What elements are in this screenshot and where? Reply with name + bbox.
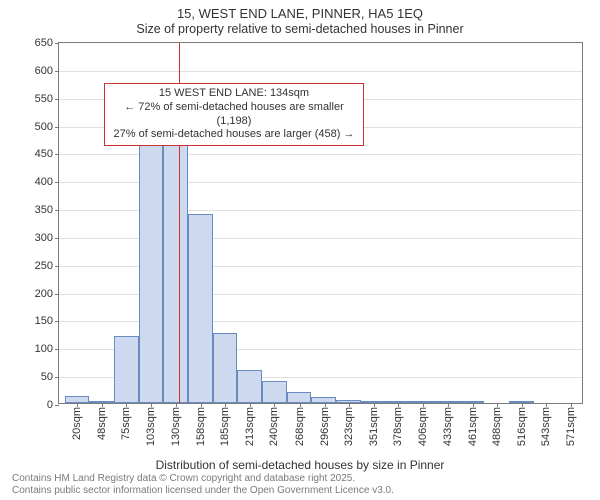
y-tick-mark (55, 71, 59, 72)
annotation-line: ← 72% of semi-detached houses are smalle… (111, 101, 357, 129)
x-tick-label: 543sqm (540, 407, 552, 446)
x-tick-label: 48sqm (96, 407, 108, 440)
histogram-bar (188, 214, 213, 403)
gridline (59, 182, 582, 183)
plot-area: 0501001502002503003504004505005506006502… (58, 42, 583, 404)
y-tick-label: 500 (35, 121, 53, 133)
x-tick-label: 213sqm (244, 407, 256, 446)
histogram-bar (385, 401, 410, 403)
histogram-bar (139, 130, 164, 403)
annotation-box: 15 WEST END LANE: 134sqm← 72% of semi-de… (104, 83, 364, 146)
x-tick-label: 185sqm (219, 407, 231, 446)
y-tick-label: 400 (35, 176, 53, 188)
footnote: Contains HM Land Registry data © Crown c… (12, 473, 394, 497)
y-tick-label: 600 (35, 65, 53, 77)
chart-subtitle: Size of property relative to semi-detach… (0, 22, 600, 36)
x-tick-label: 20sqm (71, 407, 83, 440)
histogram-bar (459, 401, 484, 403)
histogram-bar (311, 397, 336, 403)
x-tick-label: 158sqm (195, 407, 207, 446)
histogram-bar (89, 401, 114, 403)
y-tick-mark (55, 321, 59, 322)
annotation-line: 15 WEST END LANE: 134sqm (111, 87, 357, 101)
x-tick-label: 103sqm (145, 407, 157, 446)
y-tick-label: 350 (35, 204, 53, 216)
gridline (59, 266, 582, 267)
x-tick-label: 351sqm (368, 407, 380, 446)
y-tick-label: 250 (35, 260, 53, 272)
y-tick-label: 300 (35, 232, 53, 244)
gridline (59, 294, 582, 295)
y-tick-label: 150 (35, 315, 53, 327)
chart-title: 15, WEST END LANE, PINNER, HA5 1EQ (0, 6, 600, 21)
histogram-bar (361, 401, 386, 403)
histogram-bar (287, 392, 312, 403)
y-tick-label: 0 (47, 399, 53, 411)
y-tick-mark (55, 182, 59, 183)
y-tick-mark (55, 405, 59, 406)
x-tick-label: 75sqm (120, 407, 132, 440)
y-tick-mark (55, 377, 59, 378)
x-tick-label: 268sqm (294, 407, 306, 446)
histogram-bar (336, 400, 361, 403)
footnote-line: Contains public sector information licen… (12, 485, 394, 497)
x-tick-label: 240sqm (268, 407, 280, 446)
histogram-bar (262, 381, 287, 403)
histogram-bar (435, 401, 460, 403)
x-tick-label: 130sqm (170, 407, 182, 446)
x-tick-label: 378sqm (392, 407, 404, 446)
footnote-line: Contains HM Land Registry data © Crown c… (12, 473, 394, 485)
x-tick-label: 406sqm (417, 407, 429, 446)
y-tick-mark (55, 127, 59, 128)
histogram-bar (410, 401, 435, 403)
y-tick-label: 650 (35, 37, 53, 49)
y-tick-label: 50 (41, 371, 53, 383)
histogram-bar (237, 370, 262, 403)
y-tick-mark (55, 238, 59, 239)
y-tick-mark (55, 349, 59, 350)
x-tick-label: 488sqm (491, 407, 503, 446)
y-tick-mark (55, 210, 59, 211)
annotation-line: 27% of semi-detached houses are larger (… (111, 128, 357, 142)
gridline (59, 71, 582, 72)
x-tick-label: 323sqm (343, 407, 355, 446)
x-tick-label: 461sqm (467, 407, 479, 446)
y-tick-label: 550 (35, 93, 53, 105)
histogram-bar (509, 401, 534, 403)
y-tick-mark (55, 154, 59, 155)
y-tick-mark (55, 43, 59, 44)
x-tick-label: 296sqm (319, 407, 331, 446)
y-tick-mark (55, 266, 59, 267)
histogram-bar (114, 336, 139, 403)
y-tick-label: 100 (35, 343, 53, 355)
histogram-bar (65, 396, 90, 403)
gridline (59, 210, 582, 211)
y-tick-mark (55, 294, 59, 295)
x-axis-label: Distribution of semi-detached houses by … (0, 458, 600, 472)
x-tick-label: 433sqm (442, 407, 454, 446)
gridline (59, 321, 582, 322)
histogram-bar (213, 333, 238, 403)
x-tick-label: 571sqm (565, 407, 577, 446)
y-tick-label: 200 (35, 288, 53, 300)
x-tick-label: 516sqm (516, 407, 528, 446)
y-tick-label: 450 (35, 148, 53, 160)
gridline (59, 154, 582, 155)
chart-container: 15, WEST END LANE, PINNER, HA5 1EQ Size … (0, 0, 600, 500)
gridline (59, 238, 582, 239)
y-tick-mark (55, 99, 59, 100)
histogram-bar (163, 113, 188, 403)
